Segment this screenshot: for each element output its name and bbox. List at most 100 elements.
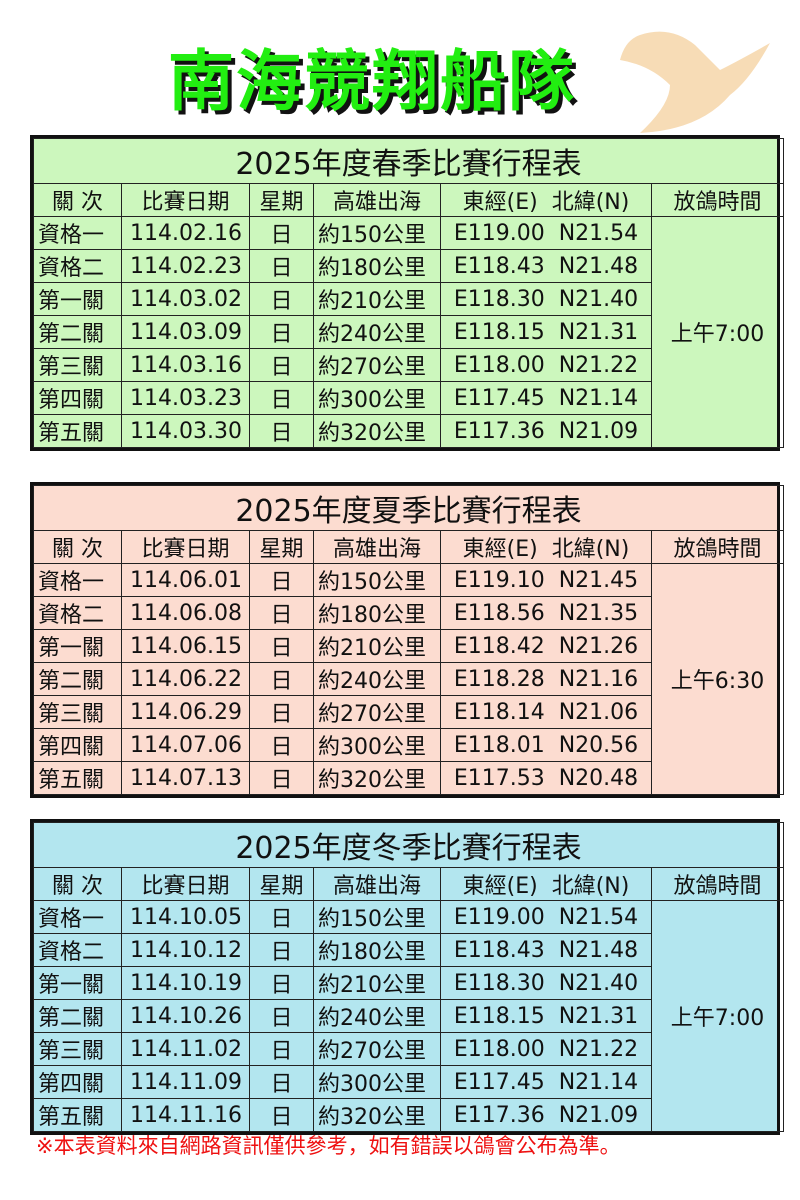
column-header: 星期: [249, 867, 314, 901]
weekday-cell: 日: [249, 282, 314, 316]
weekday-cell: 日: [249, 414, 314, 448]
table-row: 資格一 114.06.01 日約150公里 E119.10 N21.45 上午6:30: [33, 563, 785, 795]
column-header: 關 次: [33, 867, 122, 901]
coordinates-cell: E118.00 N21.22: [440, 1032, 652, 1066]
table-row: 資格二 114.06.08 日約180公里 E118.56 N21.35: [33, 596, 784, 630]
coordinates-cell: E117.36 N21.09: [440, 414, 652, 448]
distance-cell: 約150公里: [313, 900, 441, 934]
weekday-cell: 日: [249, 596, 314, 630]
column-header: 放鴿時間: [650, 867, 785, 901]
column-header: 比賽日期: [121, 183, 250, 217]
weekday-cell: 日: [249, 728, 314, 762]
distance-cell: 約300公里: [313, 1065, 441, 1099]
header-row: 關 次比賽日期 星期 高雄出海 東經(E) 北緯(N) 放鴿時間: [33, 867, 785, 901]
stage-cell: 第二關: [33, 999, 122, 1033]
date-cell: 114.02.23: [121, 249, 250, 283]
column-header: 東經(E) 北緯(N): [440, 530, 652, 564]
date-cell: 114.11.09: [121, 1065, 250, 1099]
weekday-cell: 日: [249, 662, 314, 696]
table-row: 第一關 114.03.02 日約210公里 E118.30 N21.40: [33, 282, 784, 316]
column-header: 高雄出海: [313, 530, 441, 564]
table-title: 2025年度冬季比賽行程表: [32, 822, 785, 868]
coordinates-cell: E118.30 N21.40: [440, 966, 652, 1000]
distance-cell: 約240公里: [313, 315, 441, 349]
table-row: 第一關 114.10.19 日約210公里 E118.30 N21.40: [33, 966, 784, 1000]
dove-logo-icon: [620, 31, 770, 134]
coordinates-cell: E119.00 N21.54: [440, 216, 652, 250]
distance-cell: 約240公里: [313, 662, 441, 696]
column-header: 放鴿時間: [650, 183, 785, 217]
date-cell: 114.06.01: [121, 563, 250, 597]
stage-cell: 第一關: [33, 629, 122, 663]
distance-cell: 約150公里: [313, 563, 441, 597]
column-header: 關 次: [33, 530, 122, 564]
date-cell: 114.03.02: [121, 282, 250, 316]
coordinates-cell: E119.10 N21.45: [440, 563, 652, 597]
column-header: 比賽日期: [121, 530, 250, 564]
coordinates-cell: E118.30 N21.40: [440, 282, 652, 316]
coordinates-cell: E118.01 N20.56: [440, 728, 652, 762]
weekday-cell: 日: [249, 315, 314, 349]
weekday-cell: 日: [249, 900, 314, 934]
stage-cell: 第三關: [33, 348, 122, 382]
date-cell: 114.10.26: [121, 999, 250, 1033]
weekday-cell: 日: [249, 1032, 314, 1066]
stage-cell: 第一關: [33, 282, 122, 316]
header-row: 關 次比賽日期 星期 高雄出海 東經(E) 北緯(N) 放鴿時間: [33, 183, 785, 217]
column-header: 東經(E) 北緯(N): [440, 183, 652, 217]
stage-cell: 第二關: [33, 662, 122, 696]
table-row: 第五關 114.11.16 日約320公里 E117.36 N21.09: [33, 1098, 784, 1132]
table-row: 第三關 114.06.29 日約270公里 E118.14 N21.06: [33, 695, 784, 729]
column-header: 星期: [249, 530, 314, 564]
column-header: 高雄出海: [313, 867, 441, 901]
table-row: 第二關 114.03.09 日約240公里 E118.15 N21.31: [33, 315, 784, 349]
stage-cell: 第五關: [33, 1098, 122, 1132]
table-row: 第四關 114.11.09 日約300公里 E117.45 N21.14: [33, 1065, 784, 1099]
release-time-cell: 上午7:00: [650, 216, 785, 448]
table-row: 第一關 114.06.15 日約210公里 E118.42 N21.26: [33, 629, 784, 663]
stage-cell: 第五關: [33, 414, 122, 448]
date-cell: 114.07.06: [121, 728, 250, 762]
stage-cell: 第三關: [33, 695, 122, 729]
distance-cell: 約240公里: [313, 999, 441, 1033]
date-cell: 114.06.22: [121, 662, 250, 696]
distance-cell: 約180公里: [313, 933, 441, 967]
coordinates-cell: E118.00 N21.22: [440, 348, 652, 382]
page-title: 南海競翔船隊: [168, 43, 576, 120]
coordinates-cell: E117.45 N21.14: [440, 1065, 652, 1099]
schedule-winter: 2025年度冬季比賽行程表關 次比賽日期 星期 高雄出海 東經(E) 北緯(N) 放鴿時…: [30, 819, 785, 1135]
table-title: 2025年度夏季比賽行程表: [32, 485, 785, 531]
date-cell: 114.07.13: [121, 761, 250, 795]
coordinates-cell: E117.36 N21.09: [440, 1098, 652, 1132]
date-cell: 114.06.08: [121, 596, 250, 630]
distance-cell: 約210公里: [313, 282, 441, 316]
date-cell: 114.03.16: [121, 348, 250, 382]
date-cell: 114.11.02: [121, 1032, 250, 1066]
date-cell: 114.10.19: [121, 966, 250, 1000]
distance-cell: 約300公里: [313, 728, 441, 762]
coordinates-cell: E118.28 N21.16: [440, 662, 652, 696]
column-header: 放鴿時間: [650, 530, 785, 564]
column-header: 東經(E) 北緯(N): [440, 867, 652, 901]
coordinates-cell: E117.45 N21.14: [440, 381, 652, 415]
release-time-cell: 上午6:30: [650, 563, 785, 795]
column-header: 高雄出海: [313, 183, 441, 217]
distance-cell: 約320公里: [313, 761, 441, 795]
column-header: 比賽日期: [121, 867, 250, 901]
coordinates-cell: E119.00 N21.54: [440, 900, 652, 934]
disclaimer-note: ※本表資料來自網路資訊僅供參考，如有錯誤以鴿會公布為準。: [36, 1134, 621, 1158]
stage-cell: 資格一: [33, 900, 122, 934]
date-cell: 114.02.16: [121, 216, 250, 250]
stage-cell: 第五關: [33, 761, 122, 795]
distance-cell: 約300公里: [313, 381, 441, 415]
date-cell: 114.03.30: [121, 414, 250, 448]
distance-cell: 約270公里: [313, 695, 441, 729]
weekday-cell: 日: [249, 999, 314, 1033]
stage-cell: 資格一: [33, 563, 122, 597]
date-cell: 114.10.05: [121, 900, 250, 934]
stage-cell: 第二關: [33, 315, 122, 349]
distance-cell: 約320公里: [313, 414, 441, 448]
coordinates-cell: E118.15 N21.31: [440, 999, 652, 1033]
table-row: 資格一 114.10.05 日約150公里 E119.00 N21.54 上午7:00: [33, 900, 785, 1132]
stage-cell: 第一關: [33, 966, 122, 1000]
